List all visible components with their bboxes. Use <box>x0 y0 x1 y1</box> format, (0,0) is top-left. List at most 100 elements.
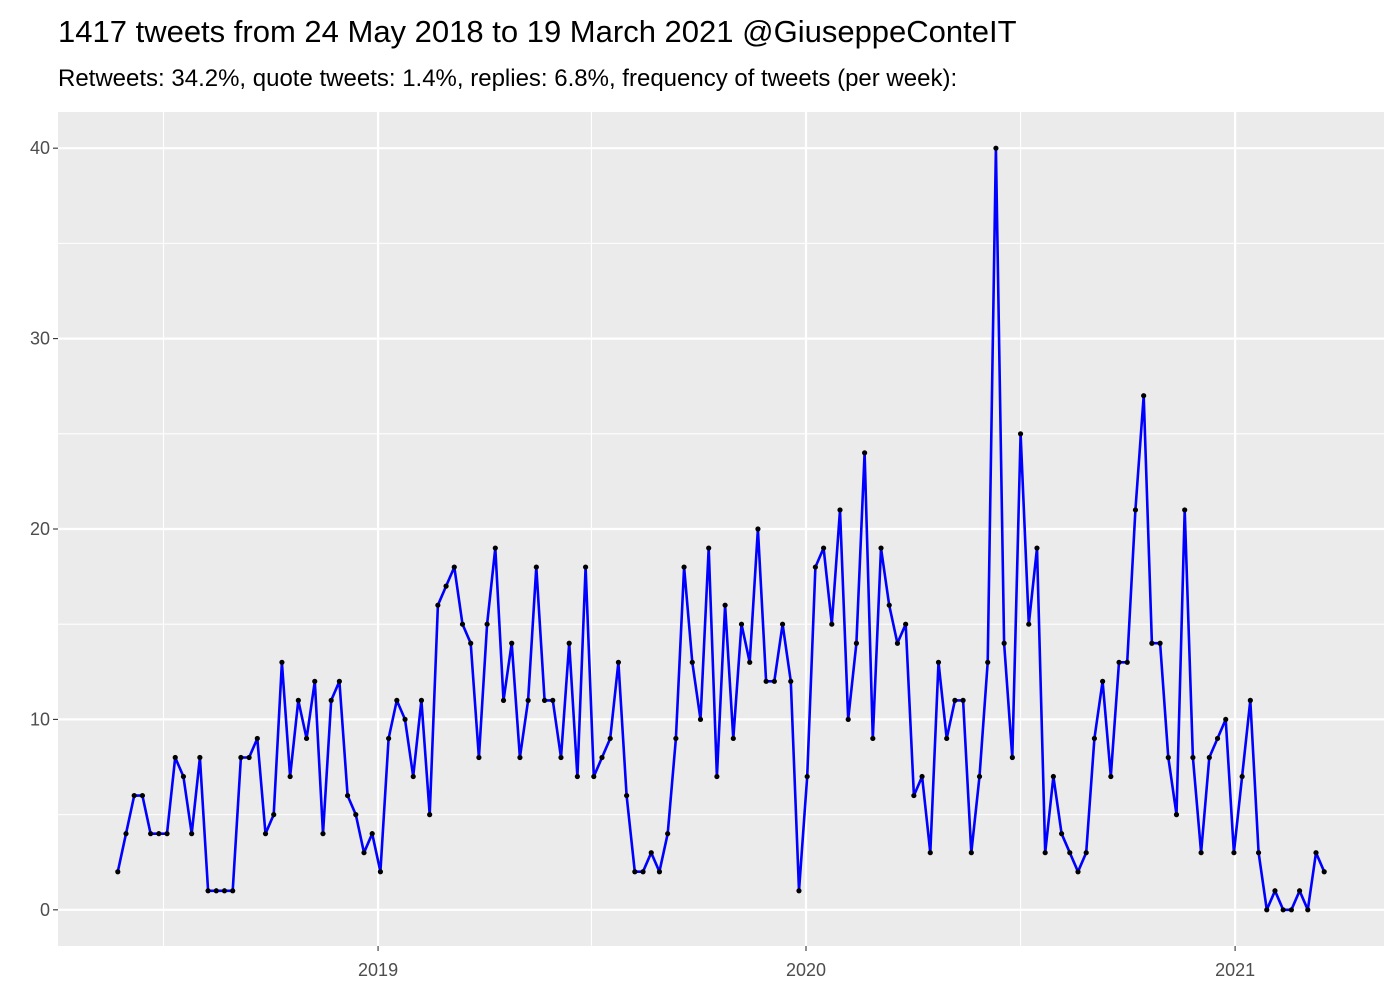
data-point <box>763 678 769 684</box>
data-point <box>820 545 827 551</box>
data-point <box>1313 850 1319 856</box>
chart-subtitle: Retweets: 34.2%, quote tweets: 1.4%, rep… <box>58 65 957 92</box>
data-point <box>336 678 342 684</box>
data-point <box>148 831 154 837</box>
y-tick-label: 40 <box>30 138 50 158</box>
data-point <box>509 640 515 646</box>
data-point <box>271 812 277 818</box>
data-point <box>862 450 868 456</box>
data-point <box>640 869 646 875</box>
data-point <box>919 773 925 780</box>
data-point <box>1223 716 1229 723</box>
data-point <box>648 850 654 856</box>
data-point <box>533 564 539 570</box>
data-point <box>180 773 187 780</box>
data-point <box>1001 640 1007 646</box>
data-point <box>1321 869 1327 875</box>
data-point <box>681 564 687 570</box>
data-point <box>1067 850 1073 856</box>
data-point <box>894 640 901 646</box>
data-point <box>656 869 663 875</box>
data-point <box>903 621 909 627</box>
data-point <box>517 754 523 761</box>
data-point <box>788 678 794 684</box>
data-point <box>1124 659 1130 665</box>
data-point <box>730 735 736 742</box>
data-point <box>1305 907 1311 913</box>
data-point <box>1264 907 1270 913</box>
data-point <box>886 602 892 608</box>
data-point <box>1108 773 1114 780</box>
data-point <box>205 888 211 894</box>
y-tick-label: 0 <box>40 900 50 920</box>
data-point <box>320 831 326 837</box>
data-point <box>1165 754 1171 761</box>
data-point <box>418 697 425 703</box>
data-point <box>878 545 884 551</box>
data-point <box>1190 754 1196 761</box>
data-point <box>665 831 671 837</box>
data-point <box>952 697 958 703</box>
data-point <box>410 773 416 780</box>
data-point <box>673 735 679 742</box>
data-point <box>550 697 556 703</box>
x-tick-label: 2020 <box>786 960 826 980</box>
data-point <box>1182 507 1188 513</box>
data-point <box>484 621 490 627</box>
data-point <box>870 735 876 742</box>
data-point <box>476 754 482 761</box>
data-point <box>582 564 589 570</box>
data-point <box>960 697 966 703</box>
data-point <box>246 754 252 761</box>
series-tweets <box>115 145 1327 913</box>
data-point <box>624 792 630 799</box>
data-point <box>328 697 334 703</box>
data-point <box>1214 735 1221 742</box>
data-point <box>1157 640 1163 646</box>
data-point <box>295 697 301 703</box>
data-point <box>312 678 318 684</box>
data-point <box>558 754 564 761</box>
data-point <box>607 735 613 742</box>
data-point <box>935 659 942 665</box>
data-point <box>189 831 195 837</box>
data-point <box>779 621 786 627</box>
data-point <box>213 888 219 894</box>
data-point <box>632 869 638 875</box>
data-point <box>1116 659 1122 665</box>
data-point <box>845 716 851 723</box>
data-point <box>747 659 753 665</box>
data-point <box>1009 754 1015 761</box>
data-point <box>985 659 991 665</box>
data-point <box>1206 754 1212 761</box>
data-point <box>287 773 293 780</box>
data-point <box>853 640 860 646</box>
data-point <box>361 850 367 856</box>
data-point <box>164 831 170 837</box>
data-point <box>812 564 818 570</box>
data-point <box>1141 393 1147 399</box>
data-point <box>221 888 228 894</box>
data-point <box>706 545 712 551</box>
data-point <box>911 792 917 799</box>
data-point <box>738 621 745 627</box>
data-point <box>541 697 548 703</box>
data-point <box>1042 850 1048 856</box>
data-point <box>771 678 777 684</box>
data-point <box>172 754 178 761</box>
data-point <box>599 754 605 761</box>
data-point <box>369 831 375 837</box>
data-point <box>804 773 810 780</box>
data-point <box>279 659 285 665</box>
data-point <box>238 754 244 761</box>
data-point <box>714 773 720 780</box>
data-point <box>377 869 384 875</box>
data-point <box>525 697 531 703</box>
data-point <box>1288 907 1294 913</box>
data-point <box>591 773 597 780</box>
data-point <box>402 716 408 723</box>
data-point <box>115 869 121 875</box>
data-point <box>1058 831 1065 837</box>
data-point <box>1239 773 1245 780</box>
